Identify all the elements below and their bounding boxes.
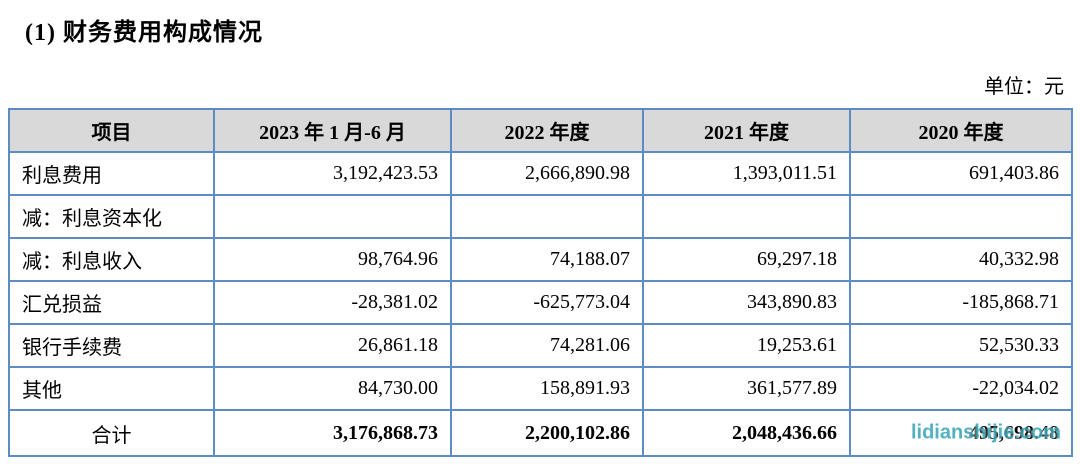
value-cell bbox=[849, 194, 1073, 239]
row-label: 其他 bbox=[8, 366, 215, 411]
table-row-interest-expense: 利息费用 3,192,423.53 2,666,890.98 1,393,011… bbox=[8, 151, 1073, 196]
value-cell: 3,192,423.53 bbox=[213, 151, 452, 196]
value-cell bbox=[642, 194, 851, 239]
total-value-cell: 2,048,436.66 bbox=[642, 409, 851, 457]
value-cell: 19,253.61 bbox=[642, 323, 851, 368]
table-row-other: 其他 84,730.00 158,891.93 361,577.89 -22,0… bbox=[8, 366, 1073, 411]
column-header-item: 项目 bbox=[8, 108, 215, 153]
value-cell: -185,868.71 bbox=[849, 280, 1073, 325]
value-cell: 691,403.86 bbox=[849, 151, 1073, 196]
total-value-cell: 3,176,868.73 bbox=[213, 409, 452, 457]
column-header-2022: 2022 年度 bbox=[450, 108, 644, 153]
value-cell: -28,381.02 bbox=[213, 280, 452, 325]
unit-label: 单位：元 bbox=[984, 76, 1064, 98]
row-label: 利息费用 bbox=[8, 151, 215, 196]
table-row-bank-charges: 银行手续费 26,861.18 74,281.06 19,253.61 52,5… bbox=[8, 323, 1073, 368]
table-row-total: 合计 3,176,868.73 2,200,102.86 2,048,436.6… bbox=[8, 409, 1073, 457]
column-header-2020: 2020 年度 bbox=[849, 108, 1073, 153]
row-label: 汇兑损益 bbox=[8, 280, 215, 325]
row-label: 银行手续费 bbox=[8, 323, 215, 368]
table-body: 利息费用 3,192,423.53 2,666,890.98 1,393,011… bbox=[8, 151, 1073, 457]
value-cell: 343,890.83 bbox=[642, 280, 851, 325]
value-cell: 26,861.18 bbox=[213, 323, 452, 368]
column-header-2023h1: 2023 年 1 月-6 月 bbox=[213, 108, 452, 153]
total-value-cell: 2,200,102.86 bbox=[450, 409, 644, 457]
column-header-2021: 2021 年度 bbox=[642, 108, 851, 153]
value-cell: 74,281.06 bbox=[450, 323, 644, 368]
table-row-interest-income: 减：利息收入 98,764.96 74,188.07 69,297.18 40,… bbox=[8, 237, 1073, 282]
page-title: (1) 财务费用构成情况 bbox=[25, 20, 263, 46]
row-label: 减：利息资本化 bbox=[8, 194, 215, 239]
value-cell: 361,577.89 bbox=[642, 366, 851, 411]
finance-expense-table: 项目 2023 年 1 月-6 月 2022 年度 2021 年度 2020 年… bbox=[8, 108, 1073, 457]
value-cell: 74,188.07 bbox=[450, 237, 644, 282]
value-cell bbox=[450, 194, 644, 239]
value-cell: -22,034.02 bbox=[849, 366, 1073, 411]
value-cell: -625,773.04 bbox=[450, 280, 644, 325]
value-cell: 1,393,011.51 bbox=[642, 151, 851, 196]
total-row-label: 合计 bbox=[8, 409, 215, 457]
total-value-cell: 495,698.48 lidianshijie.com bbox=[849, 409, 1073, 457]
header-row: 项目 2023 年 1 月-6 月 2022 年度 2021 年度 2020 年… bbox=[8, 108, 1073, 153]
value-cell: 69,297.18 bbox=[642, 237, 851, 282]
value-cell: 2,666,890.98 bbox=[450, 151, 644, 196]
value-cell bbox=[213, 194, 452, 239]
value-cell: 98,764.96 bbox=[213, 237, 452, 282]
table-header: 项目 2023 年 1 月-6 月 2022 年度 2021 年度 2020 年… bbox=[8, 108, 1073, 153]
table-row-exchange-gain-loss: 汇兑损益 -28,381.02 -625,773.04 343,890.83 -… bbox=[8, 280, 1073, 325]
value-cell: 158,891.93 bbox=[450, 366, 644, 411]
row-label: 减：利息收入 bbox=[8, 237, 215, 282]
total-value-2020: 495,698.48 bbox=[969, 421, 1059, 444]
value-cell: 40,332.98 bbox=[849, 237, 1073, 282]
table-row-interest-capitalized: 减：利息资本化 bbox=[8, 194, 1073, 239]
value-cell: 52,530.33 bbox=[849, 323, 1073, 368]
value-cell: 84,730.00 bbox=[213, 366, 452, 411]
